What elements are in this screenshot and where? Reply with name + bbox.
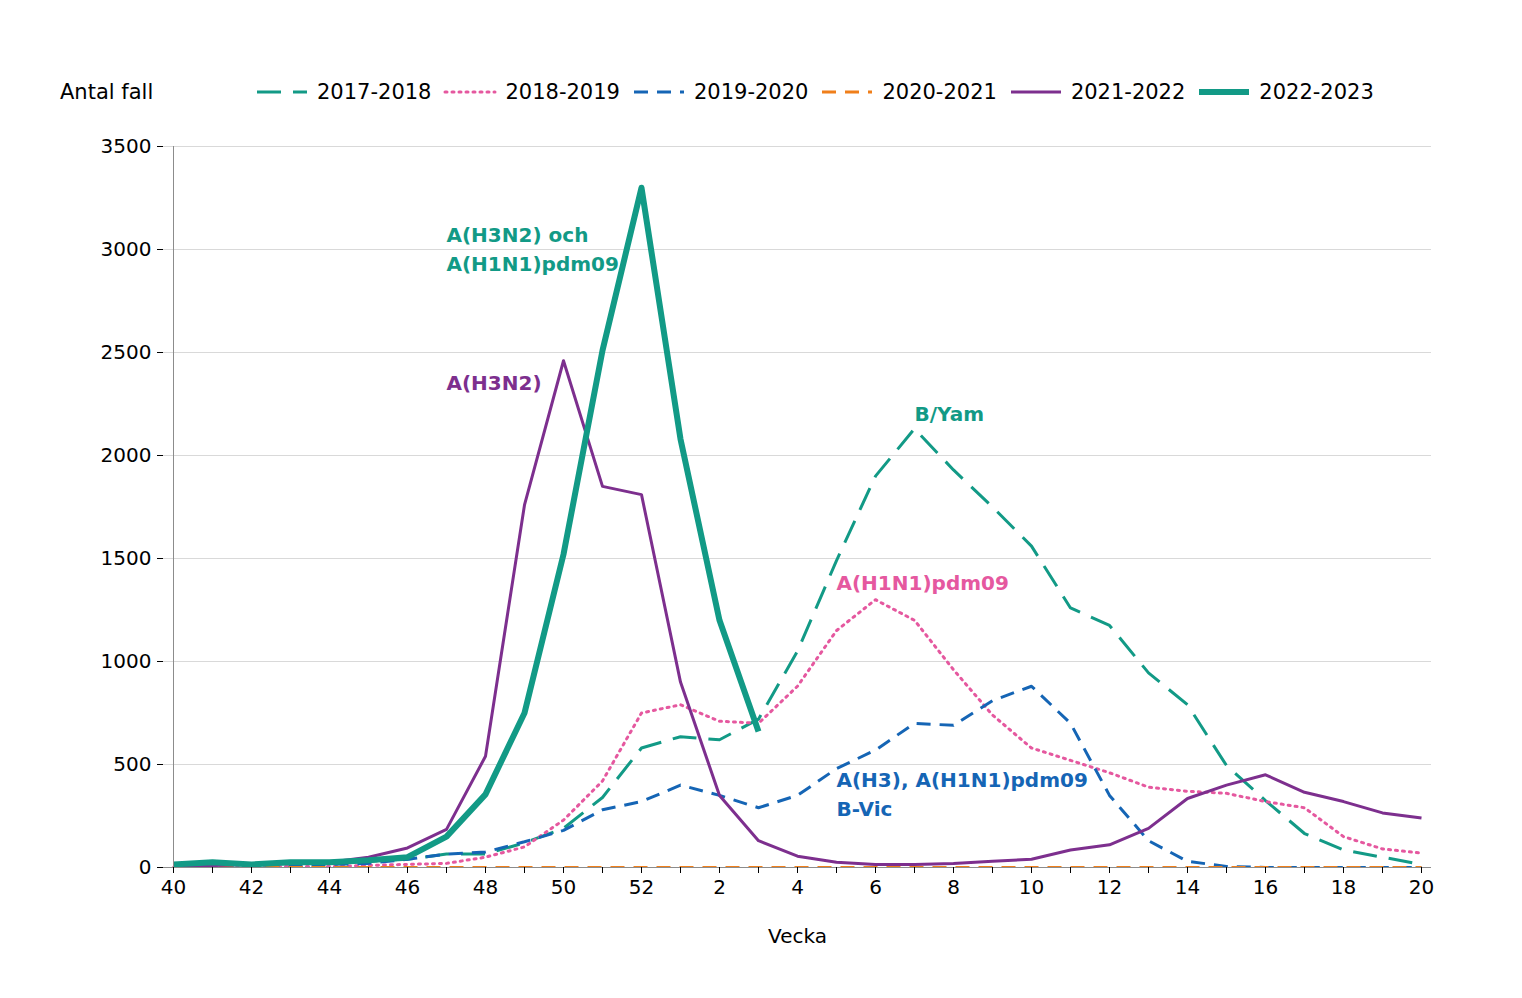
svg-text:0: 0 [139, 855, 152, 879]
svg-text:52: 52 [629, 875, 654, 899]
svg-text:A(H3), A(H1N1)pdm09B-Vic: A(H3), A(H1N1)pdm09B-Vic [837, 768, 1088, 821]
svg-text:A(H3N2): A(H3N2) [447, 371, 542, 395]
svg-text:2500: 2500 [101, 340, 152, 364]
html-text:2021-2022: 2021-2022 [1070, 80, 1186, 104]
svg-text:2: 2 [713, 875, 726, 899]
svg-text:14: 14 [1175, 875, 1200, 899]
svg-text:2000: 2000 [101, 443, 152, 467]
html-text:2017-2018: 2017-2018 [317, 80, 432, 104]
html-text:Antal fall: Antal fall [60, 80, 154, 104]
svg-text:B/Yam: B/Yam [915, 402, 985, 426]
svg-text:48: 48 [473, 875, 498, 899]
svg-text:1500: 1500 [101, 546, 152, 570]
svg-text:8: 8 [947, 875, 960, 899]
svg-text:3500: 3500 [101, 134, 152, 158]
svg-text:16: 16 [1253, 875, 1278, 899]
svg-text:1000: 1000 [101, 649, 152, 673]
svg-text:50: 50 [551, 875, 576, 899]
svg-text:44: 44 [317, 875, 342, 899]
svg-text:46: 46 [395, 875, 420, 899]
svg-text:500: 500 [113, 752, 151, 776]
html-text:2019-2020: 2019-2020 [693, 80, 809, 104]
svg-text:4: 4 [791, 875, 804, 899]
svg-text:20: 20 [1409, 875, 1434, 899]
html-text:2018-2019: 2018-2019 [505, 80, 620, 104]
svg-text:A(H1N1)pdm09: A(H1N1)pdm09 [837, 571, 1009, 595]
svg-text:10: 10 [1019, 875, 1044, 899]
svg-text:40: 40 [161, 875, 186, 899]
html-text:2020-2021: 2020-2021 [882, 80, 997, 104]
svg-text:6: 6 [869, 875, 882, 899]
svg-text:A(H3N2) ochA(H1N1)pdm09: A(H3N2) ochA(H1N1)pdm09 [447, 223, 619, 276]
svg-text:3000: 3000 [101, 237, 152, 261]
svg-text:Vecka: Vecka [768, 924, 827, 948]
svg-text:12: 12 [1097, 875, 1122, 899]
svg-text:18: 18 [1331, 875, 1356, 899]
svg-text:42: 42 [239, 875, 264, 899]
html-text:2022-2023: 2022-2023 [1259, 80, 1374, 104]
